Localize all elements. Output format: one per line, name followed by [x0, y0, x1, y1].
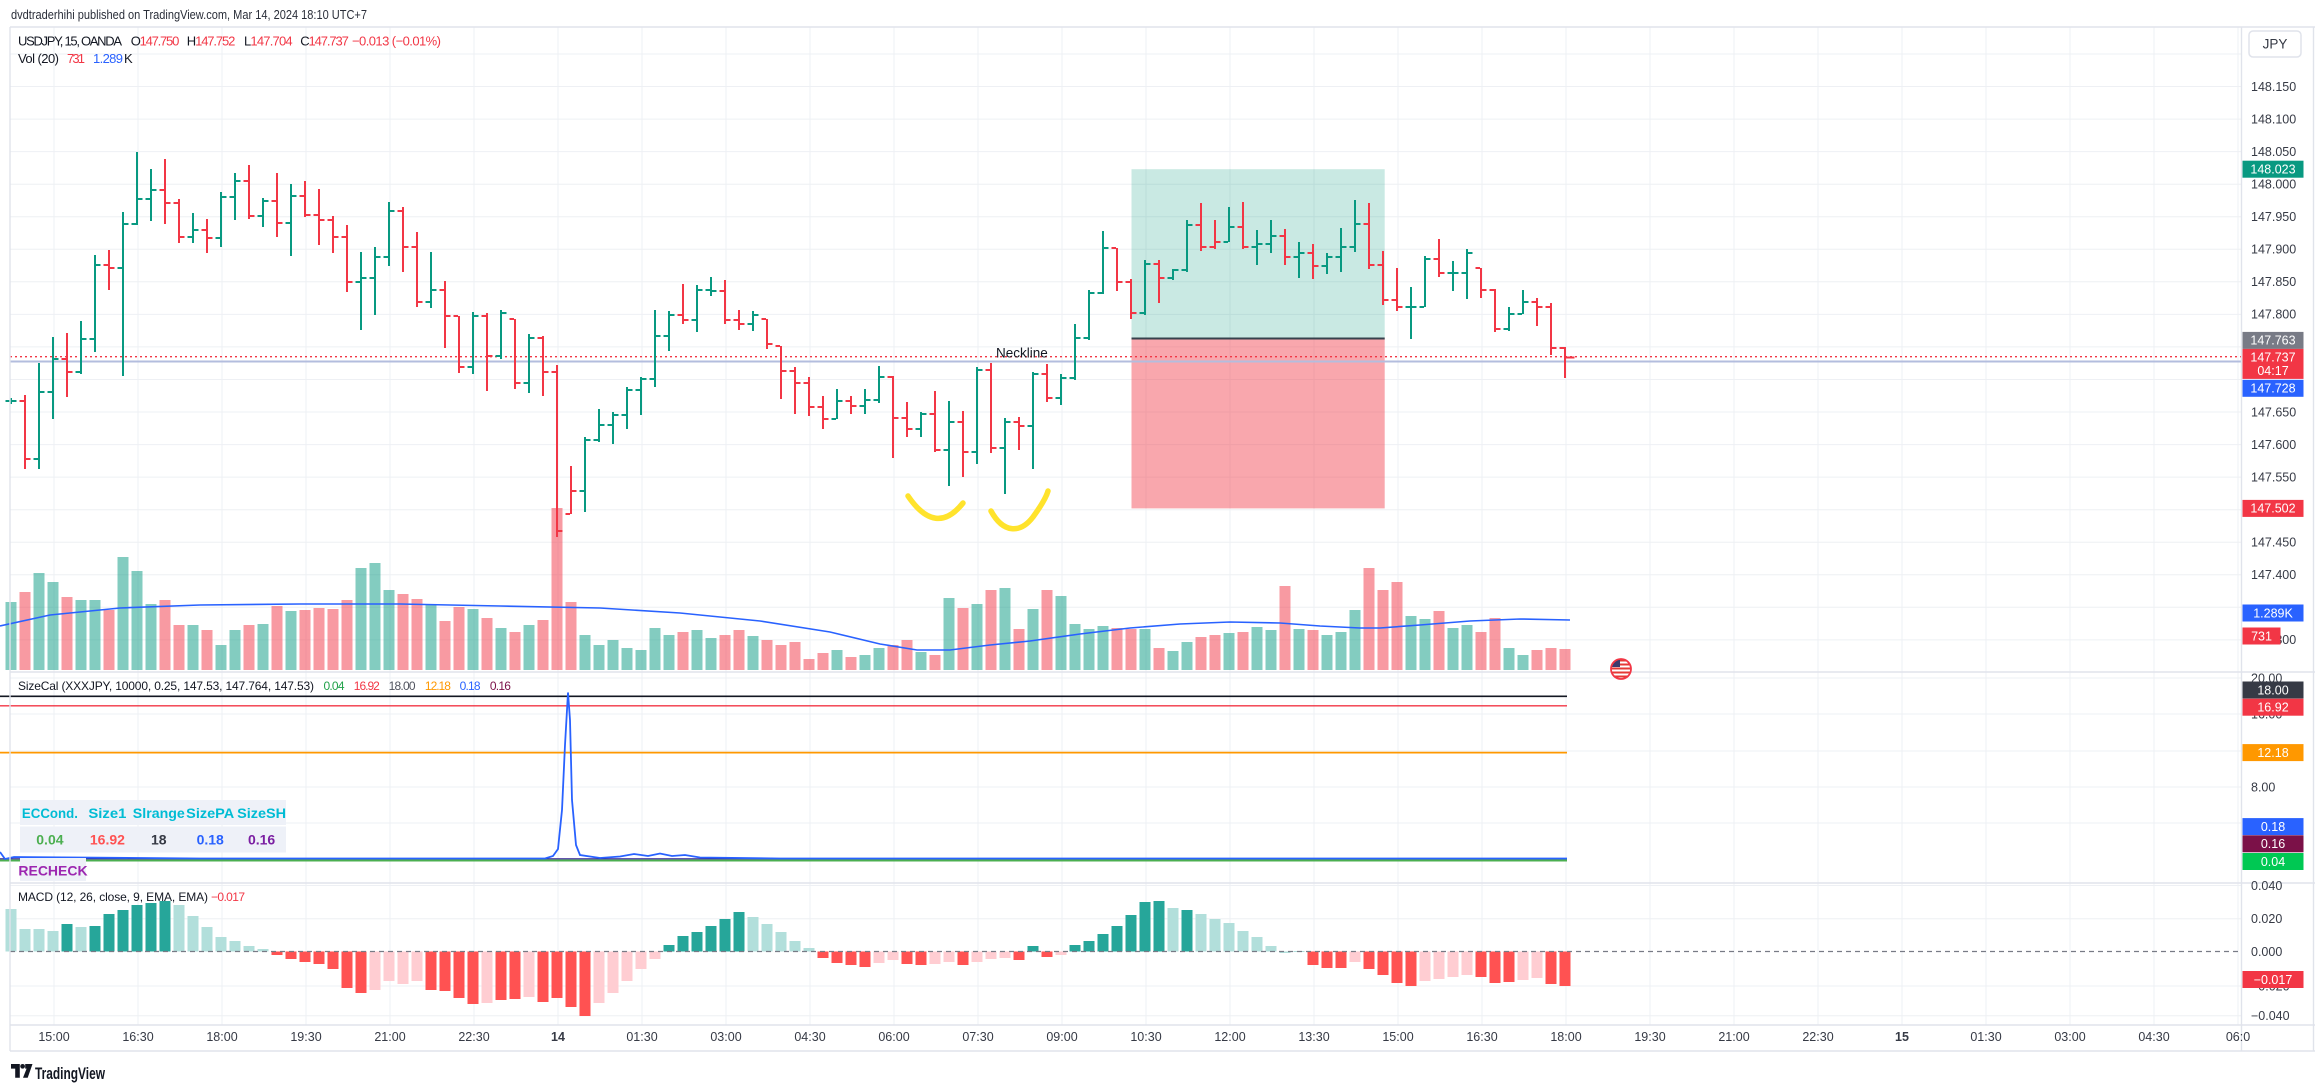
svg-text:0.04: 0.04: [2261, 855, 2285, 869]
svg-text:0.16: 0.16: [248, 832, 275, 848]
svg-text:dvdtraderhihi published on Tra: dvdtraderhihi published on TradingView.c…: [11, 7, 367, 22]
svg-text:21:00: 21:00: [374, 1030, 405, 1044]
svg-text:147.737: 147.737: [2250, 351, 2295, 365]
svg-text:01:30: 01:30: [1970, 1030, 2001, 1044]
svg-text:0.020: 0.020: [2251, 912, 2282, 926]
svg-text:10:30: 10:30: [1130, 1030, 1161, 1044]
svg-text:0.04: 0.04: [36, 832, 63, 848]
svg-text:ECCond.: ECCond.: [22, 805, 78, 821]
svg-text:0.040: 0.040: [2251, 879, 2282, 893]
svg-text:USDJPY, 15, OANDA: USDJPY, 15, OANDA: [18, 34, 122, 49]
svg-text:12.18: 12.18: [2257, 746, 2288, 760]
svg-text:−0.040: −0.040: [2251, 1009, 2290, 1023]
svg-text:0.000: 0.000: [2251, 945, 2282, 959]
svg-text:147.850: 147.850: [2251, 275, 2296, 289]
svg-text:147.550: 147.550: [2251, 471, 2296, 485]
svg-text:21:00: 21:00: [1718, 1030, 1749, 1044]
svg-text:1.289K: 1.289K: [2253, 606, 2293, 620]
svg-text:18.00: 18.00: [2257, 683, 2288, 697]
svg-text:147.502: 147.502: [2250, 502, 2295, 516]
svg-text:0.18: 0.18: [460, 679, 481, 693]
svg-text:H147.752: H147.752: [187, 34, 236, 49]
svg-text:04:30: 04:30: [794, 1030, 825, 1044]
svg-text:Neckline: Neckline: [996, 346, 1048, 361]
svg-text:148.100: 148.100: [2251, 112, 2296, 126]
svg-text:TradingView: TradingView: [35, 1065, 105, 1083]
svg-text:731: 731: [67, 51, 85, 66]
svg-text:19:30: 19:30: [290, 1030, 321, 1044]
svg-text:0.16: 0.16: [490, 679, 511, 693]
svg-text:147.950: 147.950: [2251, 210, 2296, 224]
svg-text:148.150: 148.150: [2251, 80, 2296, 94]
svg-text:147.650: 147.650: [2251, 405, 2296, 419]
svg-text:K: K: [124, 51, 133, 66]
svg-text:1.289: 1.289: [93, 51, 123, 66]
svg-text:16:30: 16:30: [1466, 1030, 1497, 1044]
svg-text:16.92: 16.92: [2257, 701, 2288, 715]
svg-text:Size1: Size1: [88, 805, 126, 821]
svg-text:15: 15: [1895, 1030, 1909, 1044]
svg-text:RECHECK: RECHECK: [18, 863, 87, 879]
svg-text:0.18: 0.18: [197, 832, 224, 848]
svg-text:03:00: 03:00: [2054, 1030, 2085, 1044]
svg-text:0.16: 0.16: [2261, 837, 2285, 851]
svg-text:19:30: 19:30: [1634, 1030, 1665, 1044]
svg-text:SizePA: SizePA: [186, 805, 234, 821]
svg-text:13:30: 13:30: [1298, 1030, 1329, 1044]
svg-text:15:00: 15:00: [38, 1030, 69, 1044]
svg-text:18:00: 18:00: [206, 1030, 237, 1044]
svg-text:−0.017: −0.017: [211, 890, 245, 904]
svg-text:15:00: 15:00: [1382, 1030, 1413, 1044]
svg-text:147.450: 147.450: [2251, 536, 2296, 550]
svg-text:22:30: 22:30: [1802, 1030, 1833, 1044]
svg-text:04:30: 04:30: [2138, 1030, 2169, 1044]
svg-text:SizeCal (XXXJPY, 10000, 0.25,: SizeCal (XXXJPY, 10000, 0.25, 147.53, 14…: [18, 679, 314, 693]
svg-text:147.400: 147.400: [2251, 568, 2296, 582]
svg-text:147.800: 147.800: [2251, 308, 2296, 322]
svg-text:09:00: 09:00: [1046, 1030, 1077, 1044]
svg-text:07:30: 07:30: [962, 1030, 993, 1044]
svg-text:148.023: 148.023: [2250, 163, 2295, 177]
svg-text:O147.750: O147.750: [131, 34, 180, 49]
svg-text:Slrange: Slrange: [133, 805, 185, 821]
svg-text:18:00: 18:00: [1550, 1030, 1581, 1044]
svg-text:01:30: 01:30: [626, 1030, 657, 1044]
svg-text:147.600: 147.600: [2251, 438, 2296, 452]
svg-text:12:00: 12:00: [1214, 1030, 1245, 1044]
svg-text:SizeSH: SizeSH: [237, 805, 286, 821]
svg-text:12.18: 12.18: [425, 679, 451, 693]
svg-text:0.04: 0.04: [324, 679, 345, 693]
svg-text:MACD (12, 26, close, 9, EMA, E: MACD (12, 26, close, 9, EMA, EMA): [18, 890, 208, 904]
svg-text:147.763: 147.763: [2250, 334, 2295, 348]
svg-text:JPY: JPY: [2263, 37, 2288, 52]
svg-text:16.92: 16.92: [90, 832, 125, 848]
svg-text:−0.013 (−0.01%): −0.013 (−0.01%): [352, 34, 441, 49]
svg-text:06:0: 06:0: [2226, 1030, 2250, 1044]
svg-text:8.00: 8.00: [2251, 780, 2275, 794]
svg-text:14: 14: [551, 1030, 565, 1044]
svg-text:147.728: 147.728: [2250, 382, 2295, 396]
svg-text:03:00: 03:00: [710, 1030, 741, 1044]
svg-text:Vol (20): Vol (20): [18, 51, 59, 66]
svg-text:06:00: 06:00: [878, 1030, 909, 1044]
svg-text:731: 731: [2251, 629, 2272, 643]
svg-text:18.00: 18.00: [389, 679, 416, 693]
svg-text:147.900: 147.900: [2251, 243, 2296, 257]
svg-text:16:30: 16:30: [122, 1030, 153, 1044]
svg-text:C147.737: C147.737: [300, 34, 349, 49]
svg-text:18: 18: [151, 832, 167, 848]
svg-text:−0.017: −0.017: [2254, 973, 2293, 987]
svg-text:16.92: 16.92: [354, 679, 380, 693]
svg-text:22:30: 22:30: [458, 1030, 489, 1044]
svg-text:04:17: 04:17: [2257, 364, 2288, 378]
svg-text:148.000: 148.000: [2251, 178, 2296, 192]
svg-text:L147.704: L147.704: [244, 34, 293, 49]
svg-text:0.18: 0.18: [2261, 820, 2285, 834]
svg-text:148.050: 148.050: [2251, 145, 2296, 159]
